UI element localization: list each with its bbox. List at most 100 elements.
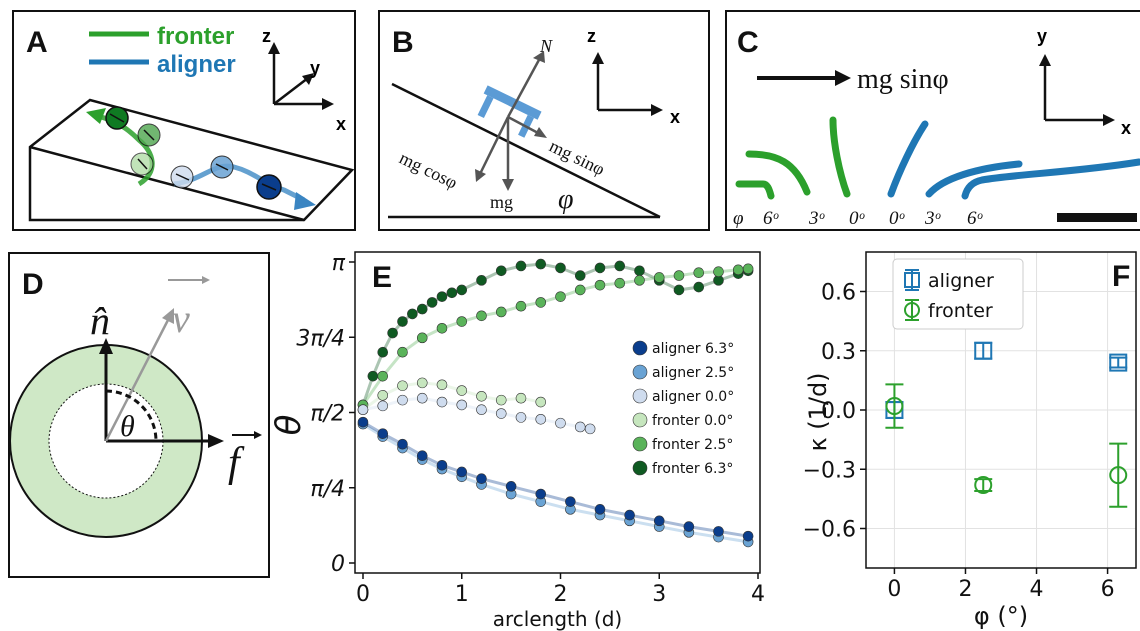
data-point <box>456 466 468 478</box>
y-tick-label: 0.0 <box>821 399 856 424</box>
data-point <box>574 270 586 281</box>
axis-y-label: y <box>310 58 320 78</box>
data-point <box>495 408 507 419</box>
data-point <box>377 431 389 442</box>
data-point <box>416 454 428 465</box>
series-line <box>362 422 749 544</box>
series-aligner-0-0- <box>357 392 596 435</box>
panel-b-axes <box>596 60 655 112</box>
data-point <box>397 438 408 450</box>
panel-d-label: D <box>22 268 44 301</box>
angle-label-phi: φ <box>733 208 744 229</box>
data-point <box>535 496 547 507</box>
axis-y-arrow-icon <box>302 73 314 85</box>
data-point <box>742 530 754 542</box>
data-point <box>456 399 468 411</box>
data-point <box>505 488 517 500</box>
data-point <box>515 412 527 423</box>
data-point <box>535 258 547 270</box>
y-tick-label: −0.3 <box>803 458 856 483</box>
data-point <box>614 277 626 289</box>
data-point <box>436 291 448 302</box>
panel-c-label: C <box>737 26 759 59</box>
sin-force-arrow-icon <box>534 127 547 138</box>
data-point <box>377 390 389 401</box>
data-point <box>377 346 389 358</box>
v-overarrow-icon <box>202 276 210 284</box>
gravity-arrow-label: mg sinφ <box>857 64 949 95</box>
data-point <box>377 428 389 439</box>
data-point <box>594 504 606 515</box>
series-fronter <box>885 383 1128 508</box>
y-tick-label: 3π/4 <box>296 326 345 351</box>
data-point <box>974 341 993 360</box>
x-tick-label: 6 <box>1101 577 1115 602</box>
data-point <box>614 260 626 272</box>
data-point <box>693 267 705 278</box>
legend-aligner-label: aligner <box>157 51 236 78</box>
x-tick-label: 2 <box>958 577 972 602</box>
panel-f-frame <box>865 251 1137 569</box>
data-point <box>416 332 428 344</box>
series-aligner <box>885 341 1128 419</box>
data-point <box>476 404 487 416</box>
panel-c: C mg sinφ y x φ 6ᵒ 3ᵒ 0ᵒ 0ᵒ 3ᵒ 6ᵒ <box>725 10 1140 231</box>
data-point <box>377 400 389 412</box>
cos-force-arrow-icon <box>475 169 486 182</box>
data-point <box>436 463 448 475</box>
series-aligner-6-3- <box>357 416 754 542</box>
data-point <box>713 266 724 278</box>
data-point <box>555 291 566 302</box>
incline-angle-label: φ <box>558 184 574 215</box>
data-point <box>495 265 507 277</box>
data-point <box>495 306 507 318</box>
legend-fronter-label: fronter <box>157 23 234 50</box>
angle-label-aligner-0: 0ᵒ <box>889 208 906 229</box>
data-point <box>515 392 527 404</box>
data-point <box>885 401 904 419</box>
panel-a-label: A <box>26 26 48 59</box>
panel-b-label: B <box>392 26 414 59</box>
data-point <box>574 421 586 433</box>
data-point <box>397 380 408 392</box>
data-point <box>387 327 398 339</box>
series-line <box>362 396 591 431</box>
data-point <box>713 275 724 286</box>
y-tick-label: −0.6 <box>803 518 856 543</box>
data-point <box>505 481 517 492</box>
incline-wedge <box>28 98 355 222</box>
data-point <box>416 450 428 461</box>
series-line <box>361 267 749 406</box>
data-point <box>446 287 458 299</box>
y-tick-label: π <box>332 251 346 276</box>
panel-f-x-axis-label: φ (°) <box>974 602 1028 630</box>
axis-x-label: x <box>670 107 680 127</box>
n-label: n̂ <box>90 298 110 343</box>
data-point <box>407 308 418 320</box>
data-point <box>574 284 586 296</box>
v-arrow-icon <box>162 308 174 324</box>
data-point <box>397 442 408 454</box>
data-point <box>634 265 645 277</box>
y-tick-label: π/4 <box>310 477 345 502</box>
data-point <box>594 262 606 274</box>
x-tick-label: 1 <box>455 582 469 607</box>
data-point <box>495 394 507 406</box>
aligner-trajectory <box>173 163 306 203</box>
panel-b-drawing: B z x N mg cosφ <box>388 26 680 219</box>
data-point <box>397 346 408 358</box>
data-point <box>397 394 408 406</box>
x-tick-label: 0 <box>887 577 901 602</box>
legend-label: fronter 6.3° <box>652 461 733 477</box>
data-point <box>634 275 645 286</box>
panel-e-frame <box>354 251 761 574</box>
legend-marker <box>632 388 648 404</box>
legend-marker <box>632 436 648 452</box>
x-tick-label: 2 <box>554 582 568 607</box>
data-point <box>357 404 369 416</box>
panel-e-label: E <box>372 261 392 294</box>
angle-label-fronter-0: 0ᵒ <box>849 208 866 229</box>
data-point <box>357 399 369 411</box>
v-vector <box>104 319 170 442</box>
legend-marker <box>632 340 648 356</box>
